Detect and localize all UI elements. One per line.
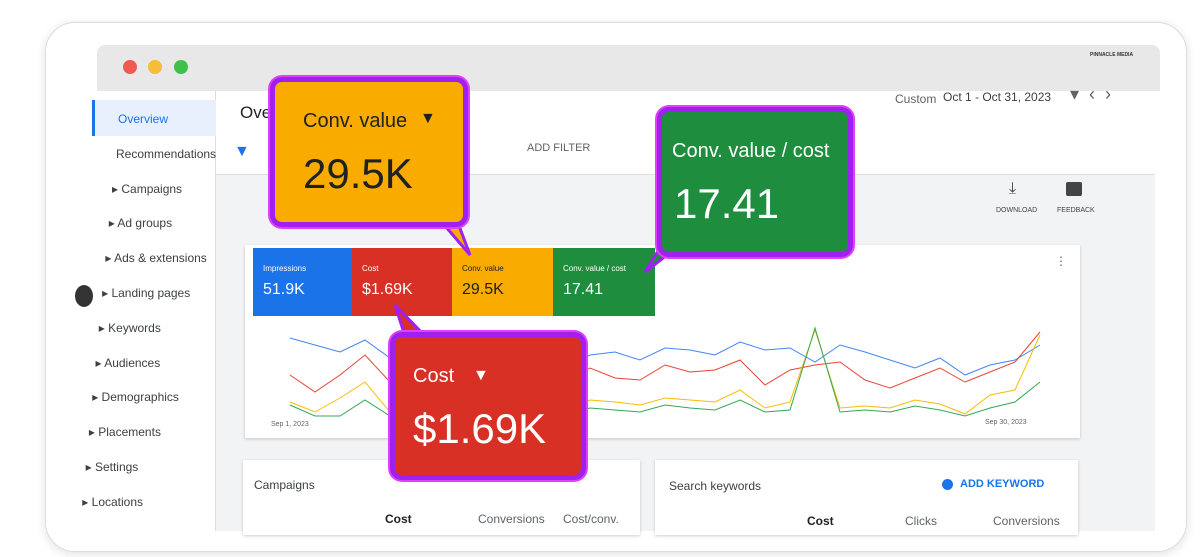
column-header[interactable]: Conversions (993, 514, 1060, 528)
column-header[interactable]: Cost (385, 512, 412, 526)
caret: ▼ (420, 110, 436, 127)
callout-value: $1.69K (413, 405, 547, 452)
caret: ▼ (473, 367, 489, 384)
column-header[interactable]: Cost/conv. (563, 512, 619, 526)
filter-icon[interactable]: ▼ (234, 143, 250, 160)
sidebar (62, 91, 216, 531)
metric-name: Conv. value (462, 264, 504, 273)
download[interactable]: DOWNLOAD (996, 207, 1038, 214)
callout: Conv. value / cost 17.41 (657, 107, 853, 257)
sidebar-item[interactable]: ▸ Audiences (95, 355, 161, 370)
logo: PINNACLE MEDIA (1090, 52, 1134, 58)
sidebar-item[interactable]: ▸ Demographics (92, 390, 179, 405)
card-title: Search keywords (669, 479, 762, 493)
callout-name: Cost (413, 365, 455, 387)
sidebar-item[interactable]: ▸ Settings (85, 460, 139, 474)
metric-name: Conv. value / cost (563, 264, 626, 273)
sidebar-item[interactable]: Overview (118, 112, 169, 126)
sidebar-item[interactable]: ▸ Campaigns (112, 181, 183, 196)
callout-value: 29.5K (303, 150, 413, 197)
metric-name: Impressions (263, 264, 307, 273)
dot-yellow (148, 60, 162, 74)
sidebar-item[interactable]: ▸ Landing pages (102, 286, 191, 300)
metric-name: Cost (362, 264, 379, 273)
column-header[interactable]: Cost (807, 514, 834, 528)
feedback[interactable]: FEEDBACK (1057, 207, 1095, 214)
metric-value: $1.69K (362, 281, 413, 298)
sidebar-item[interactable]: ▸ Placements (88, 425, 161, 440)
callout-value: 17.41 (674, 180, 780, 227)
range-label: Custom (895, 92, 937, 106)
keywords-card (655, 460, 1078, 535)
x-axis-label: Sep 1, 2023 (271, 421, 309, 428)
metric-tile[interactable]: Impressions 51.9K (253, 248, 352, 316)
card-title: Campaigns (254, 478, 315, 492)
callout-name: Conv. value (303, 110, 408, 132)
nav-arrows[interactable]: ▾ ‹ › (1070, 84, 1112, 104)
add-icon[interactable] (942, 479, 953, 490)
callout: Cost ▼ $1.69K (390, 332, 586, 480)
add-keyword[interactable]: ADD KEYWORD (960, 478, 1045, 490)
add-filter[interactable]: ADD FILTER (527, 142, 591, 154)
column-header[interactable]: Clicks (905, 514, 937, 528)
dot-red (123, 60, 137, 74)
dot-green (174, 60, 188, 74)
metric-value: 29.5K (462, 281, 504, 298)
column-header[interactable]: Conversions (478, 512, 545, 526)
download-icon[interactable]: ⤓ (1009, 180, 1017, 197)
sidebar-item[interactable]: Recommendations (116, 146, 217, 161)
feedback-icon[interactable] (1066, 182, 1082, 196)
date-range: Oct 1 - Oct 31, 2023 (943, 90, 1052, 104)
metric-tile[interactable]: Cost $1.69K (352, 248, 452, 316)
callout-name: Conv. value / cost (672, 140, 830, 162)
metric-tile[interactable]: Conv. value 29.5K (452, 248, 553, 316)
x-axis-label: Sep 30, 2023 (985, 419, 1027, 426)
callout: Conv. value ▼ 29.5K (270, 77, 468, 227)
sidebar-item[interactable]: ▸ Locations (82, 494, 144, 509)
collapse-button[interactable] (75, 285, 93, 307)
sidebar-item[interactable]: ▸ Ads & extensions (105, 251, 207, 266)
chart-menu[interactable]: ⋮ (1055, 254, 1067, 268)
metric-tile[interactable]: Conv. value / cost 17.41 (553, 248, 655, 316)
sidebar-highlight (92, 100, 218, 136)
metric-value: 17.41 (563, 281, 604, 298)
metric-value: 51.9K (263, 281, 305, 298)
sidebar-item[interactable]: ▸ Keywords (98, 320, 161, 335)
sidebar-item[interactable]: ▸ Ad groups (108, 216, 173, 231)
